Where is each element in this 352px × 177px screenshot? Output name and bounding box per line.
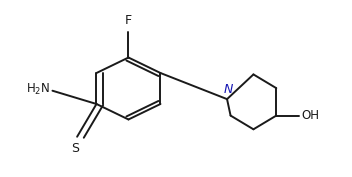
Text: OH: OH — [301, 109, 319, 122]
Text: N: N — [224, 83, 233, 96]
Text: H$_2$N: H$_2$N — [25, 82, 50, 97]
Text: F: F — [125, 15, 132, 27]
Text: S: S — [71, 142, 79, 155]
